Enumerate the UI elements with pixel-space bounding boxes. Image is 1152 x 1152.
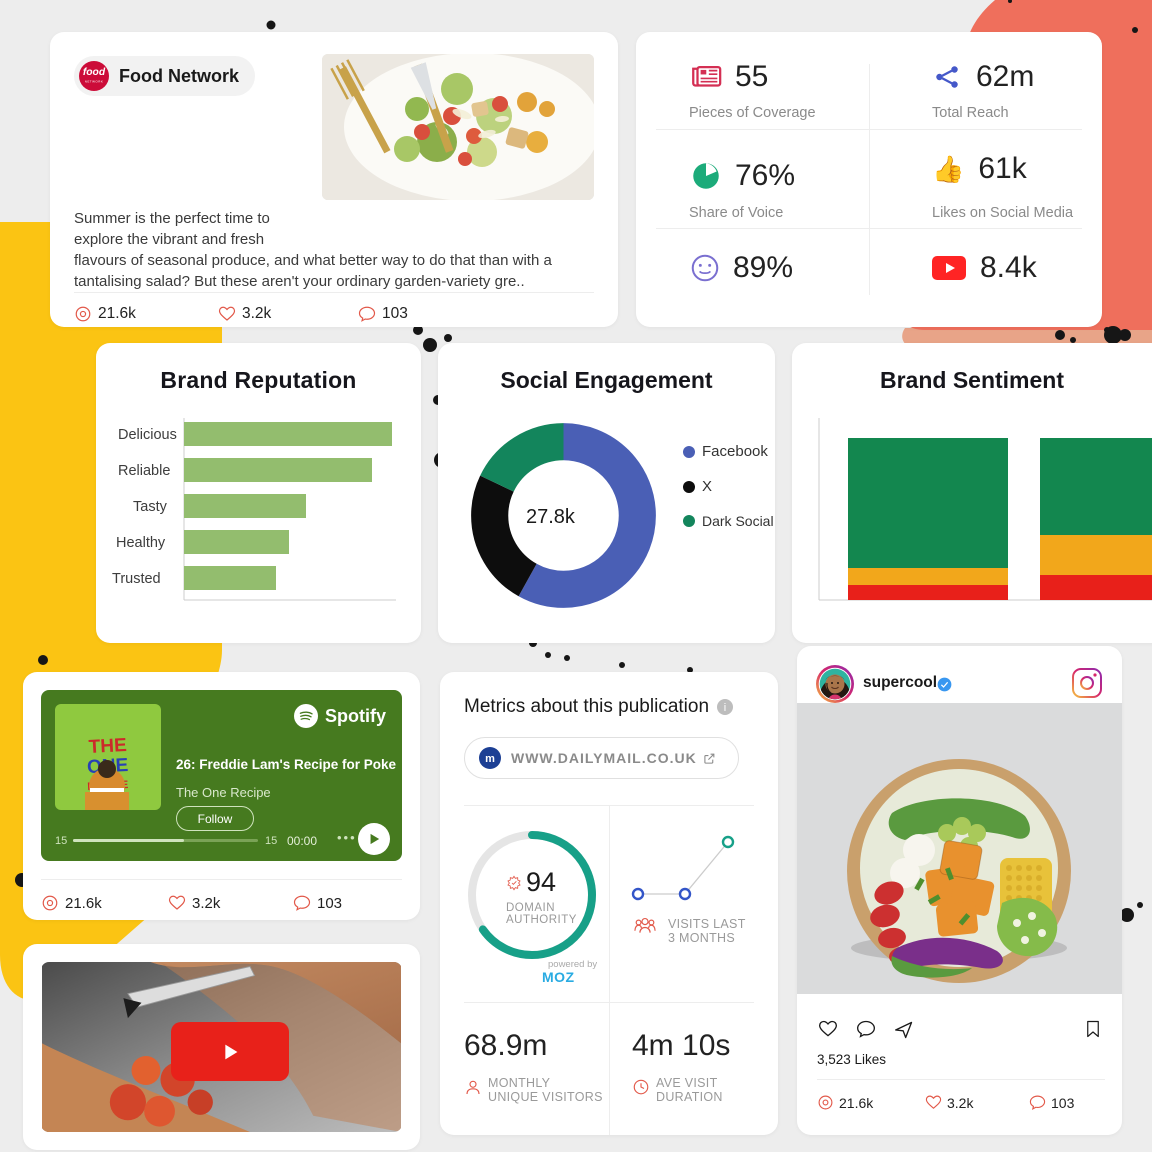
svg-text:Trusted: Trusted bbox=[112, 571, 161, 587]
svg-text:Healthy: Healthy bbox=[116, 535, 166, 551]
svg-text:Delicious: Delicious bbox=[118, 427, 177, 443]
svg-text:m: m bbox=[485, 753, 495, 765]
svg-text:i: i bbox=[724, 702, 726, 714]
svg-text:Reliable: Reliable bbox=[118, 463, 170, 479]
svg-text:food: food bbox=[83, 67, 106, 78]
svg-text:NETWORK: NETWORK bbox=[85, 80, 104, 84]
svg-text:Tasty: Tasty bbox=[133, 499, 168, 515]
